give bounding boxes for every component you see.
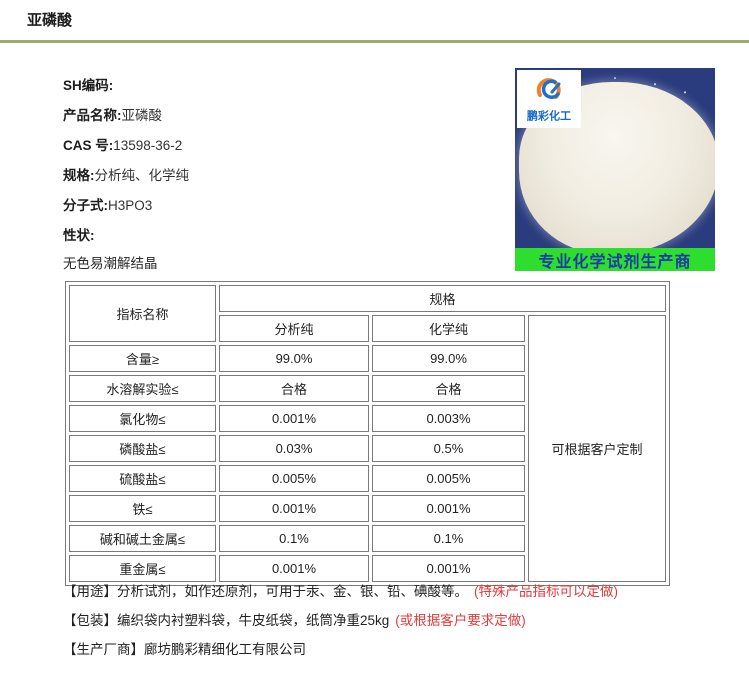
table-row: 碱和碱土金属≤ 0.1% 0.1% bbox=[69, 525, 666, 552]
field-product-name: 产品名称:亚磷酸 bbox=[63, 101, 189, 131]
note-label: 【生产厂商】 bbox=[63, 642, 144, 657]
field-label: SH编码: bbox=[63, 78, 114, 93]
header-analytical-grade: 分析纯 bbox=[219, 315, 369, 342]
header-index-name: 指标名称 bbox=[69, 285, 216, 342]
table-row: 含量≥ 99.0% 99.0% bbox=[69, 345, 666, 372]
page-title: 亚磷酸 bbox=[27, 12, 73, 29]
spec-name: 磷酸盐≤ bbox=[69, 435, 216, 462]
note-red-text: (特殊产品指标可以定做) bbox=[474, 584, 618, 599]
field-value: 13598-36-2 bbox=[113, 138, 183, 153]
note-text: 编织袋内衬塑料袋，牛皮纸袋，纸筒净重25kg bbox=[117, 613, 390, 628]
note-manufacturer: 【生产厂商】廊坊鹏彩精细化工有限公司 bbox=[63, 635, 618, 664]
custom-note-cell: 可根据客户定制 bbox=[528, 315, 666, 582]
table-row: 氯化物≤ 0.001% 0.003% bbox=[69, 405, 666, 432]
note-text: 分析试剂，如作还原剂，可用于汞、金、银、铅、碘酸等。 bbox=[117, 584, 468, 599]
field-grade: 规格:分析纯、化学纯 bbox=[63, 161, 189, 191]
product-photo: 鹏彩化工 专业化学试剂生产商 bbox=[515, 68, 715, 271]
spec-chemical-value: 0.005% bbox=[372, 465, 525, 492]
note-text: 廊坊鹏彩精细化工有限公司 bbox=[144, 642, 306, 657]
spec-name: 硫酸盐≤ bbox=[69, 465, 216, 492]
field-label: CAS 号: bbox=[63, 138, 114, 153]
spec-name: 重金属≤ bbox=[69, 555, 216, 582]
note-label: 【包装】 bbox=[63, 613, 117, 628]
field-value: H3PO3 bbox=[108, 198, 153, 213]
table-row: 铁≤ 0.001% 0.001% bbox=[69, 495, 666, 522]
spec-chemical-value: 0.1% bbox=[372, 525, 525, 552]
spec-analytical-value: 0.001% bbox=[219, 555, 369, 582]
spec-analytical-value: 99.0% bbox=[219, 345, 369, 372]
table-row: 重金属≤ 0.001% 0.001% bbox=[69, 555, 666, 582]
spec-chemical-value: 0.001% bbox=[372, 555, 525, 582]
field-label: 规格: bbox=[63, 168, 95, 183]
table-row: 硫酸盐≤ 0.005% 0.005% bbox=[69, 465, 666, 492]
product-fields: SH编码: 产品名称:亚磷酸 CAS 号:13598-36-2 规格:分析纯、化… bbox=[63, 71, 189, 277]
spec-chemical-value: 0.003% bbox=[372, 405, 525, 432]
field-formula: 分子式:H3PO3 bbox=[63, 191, 189, 221]
company-logo: 鹏彩化工 bbox=[517, 70, 581, 128]
spec-analytical-value: 0.1% bbox=[219, 525, 369, 552]
spec-table: 指标名称 规格 分析纯 化学纯 可根据客户定制 含量≥ 99.0% 99.0% … bbox=[65, 281, 670, 586]
spec-chemical-value: 0.5% bbox=[372, 435, 525, 462]
field-value: 分析纯、化学纯 bbox=[94, 168, 190, 183]
spec-analytical-value: 0.03% bbox=[219, 435, 369, 462]
table-header-row-2: 分析纯 化学纯 可根据客户定制 bbox=[69, 315, 666, 582]
note-red-text: (或根据客户要求定做) bbox=[395, 613, 526, 628]
table-header-row-1: 指标名称 规格 bbox=[69, 285, 666, 342]
field-cas-number: CAS 号:13598-36-2 bbox=[63, 131, 189, 161]
note-label: 【用途】 bbox=[63, 584, 117, 599]
pengcai-swirl-icon bbox=[532, 76, 566, 109]
spec-analytical-value: 合格 bbox=[219, 375, 369, 402]
table-row: 水溶解实验≤ 合格 合格 bbox=[69, 375, 666, 402]
spec-analytical-value: 0.001% bbox=[219, 495, 369, 522]
field-value: 亚磷酸 bbox=[121, 108, 163, 123]
field-sh-code: SH编码: bbox=[63, 71, 189, 101]
field-appearance: 性状: bbox=[63, 221, 189, 251]
spec-name: 水溶解实验≤ bbox=[69, 375, 216, 402]
company-logo-text: 鹏彩化工 bbox=[526, 109, 572, 123]
spec-name: 含量≥ bbox=[69, 345, 216, 372]
field-label: 产品名称: bbox=[63, 108, 122, 123]
header-spec-group: 规格 bbox=[219, 285, 666, 312]
header-divider bbox=[0, 40, 749, 43]
table-row: 磷酸盐≤ 0.03% 0.5% bbox=[69, 435, 666, 462]
product-notes: 【用途】分析试剂，如作还原剂，可用于汞、金、银、铅、碘酸等。 (特殊产品指标可以定… bbox=[63, 577, 618, 664]
spec-name: 氯化物≤ bbox=[69, 405, 216, 432]
spec-chemical-value: 99.0% bbox=[372, 345, 525, 372]
field-label: 分子式: bbox=[63, 198, 108, 213]
field-label: 性状: bbox=[63, 228, 95, 243]
spec-chemical-value: 合格 bbox=[372, 375, 525, 402]
spec-name: 铁≤ bbox=[69, 495, 216, 522]
header-chemical-grade: 化学纯 bbox=[372, 315, 525, 342]
spec-analytical-value: 0.005% bbox=[219, 465, 369, 492]
spec-name: 碱和碱土金属≤ bbox=[69, 525, 216, 552]
note-packaging: 【包装】编织袋内衬塑料袋，牛皮纸袋，纸筒净重25kg (或根据客户要求定做) bbox=[63, 606, 618, 635]
spec-analytical-value: 0.001% bbox=[219, 405, 369, 432]
spec-chemical-value: 0.001% bbox=[372, 495, 525, 522]
photo-banner: 专业化学试剂生产商 bbox=[515, 248, 715, 271]
appearance-description: 无色易潮解结晶 bbox=[63, 256, 158, 271]
note-usage: 【用途】分析试剂，如作还原剂，可用于汞、金、银、铅、碘酸等。 (特殊产品指标可以定… bbox=[63, 577, 618, 606]
